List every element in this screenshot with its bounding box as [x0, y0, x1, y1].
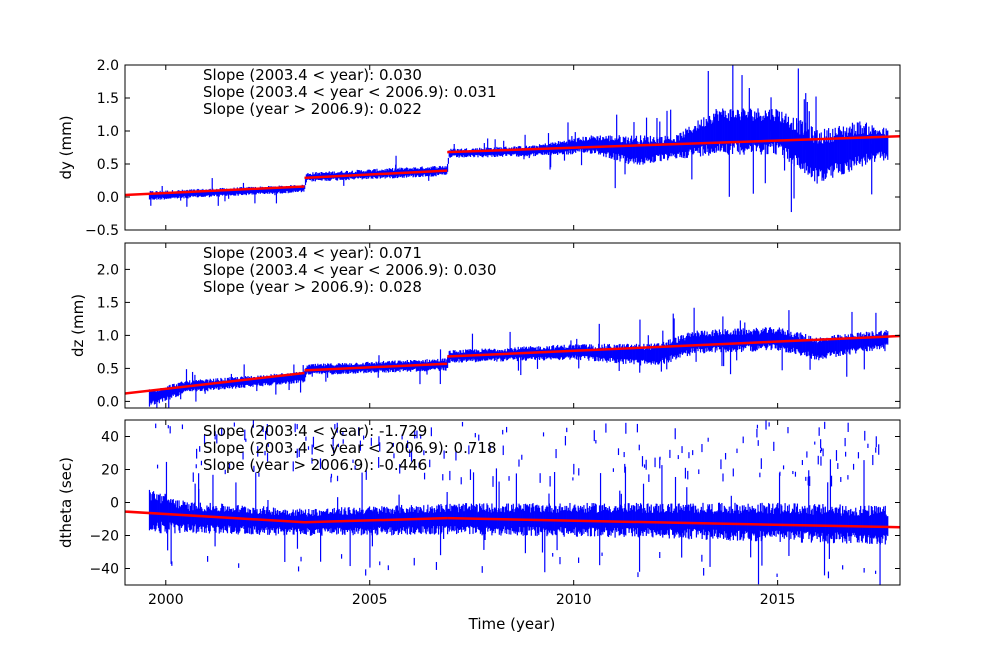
dtheta-ytick-label: −40 — [89, 562, 119, 578]
dy-ytick-label: 0.0 — [97, 190, 119, 206]
dz-ytick-label: 0.0 — [97, 394, 119, 410]
dy-fit-segment-2 — [304, 169, 448, 180]
dy-ytick-label: 0.5 — [97, 157, 119, 173]
dz-fit-segment-3 — [447, 334, 900, 358]
dy-axes-frame — [124, 64, 901, 231]
dz-fit-segment-1 — [125, 371, 305, 395]
dz-slope-line-1: Slope (2003.4 < year): 0.071 — [203, 244, 422, 262]
dtheta-scatter-points — [148, 420, 889, 585]
dz-axes-frame — [124, 242, 901, 409]
dtheta-fit-lines — [125, 510, 900, 529]
dy-slope-line-1: Slope (2003.4 < year): 0.030 — [203, 66, 422, 84]
dtheta-fit-segment-1 — [125, 510, 305, 524]
dz-ytick-label: 1.5 — [97, 295, 119, 311]
dy-slope-line-2: Slope (2003.4 < year < 2006.9): 0.031 — [203, 83, 497, 101]
dy-slope-line-3: Slope (year > 2006.9): 0.022 — [203, 100, 422, 118]
panel-dz: 0.0 0.5 1.0 1.5 2.0 Slope (2003.4 < year): 0… — [69, 242, 901, 410]
x-axis-label: Time (year) — [468, 615, 556, 633]
dy-fit-lines — [125, 135, 900, 197]
dtheta-fit-segment-2 — [304, 516, 448, 524]
dy-ytick-label: 2.0 — [97, 58, 119, 74]
dtheta-ylabel: dtheta (sec) — [57, 457, 75, 548]
dtheta-ytick-label: 40 — [101, 430, 119, 446]
dtheta-ytick-label: 20 — [101, 463, 119, 479]
dz-ytick-label: 2.0 — [97, 262, 119, 278]
dy-fit-segment-3 — [447, 135, 900, 154]
dtheta-slope-line-3: Slope (year > 2006.9): -0.446 — [203, 456, 427, 474]
dz-ytick-label: 0.5 — [97, 361, 119, 377]
dz-ticks: 0.0 0.5 1.0 1.5 2.0 — [97, 243, 900, 410]
dz-fit-lines — [125, 334, 900, 395]
dz-slope-line-2: Slope (2003.4 < year < 2006.9): 0.030 — [203, 261, 497, 279]
dz-slope-line-3: Slope (year > 2006.9): 0.028 — [203, 278, 422, 296]
panel-dy: −0.5 0.0 0.5 1.0 1.5 2.0 Slope (2003.4 < year… — [57, 58, 901, 239]
dtheta-ytick-label: −20 — [89, 529, 119, 545]
dy-ticks: −0.5 0.0 0.5 1.0 1.5 2.0 — [85, 58, 900, 239]
dtheta-ytick-label: 0 — [110, 496, 119, 512]
dtheta-slope-line-1: Slope (2003.4 < year): -1.729 — [203, 422, 427, 440]
dz-ytick-label: 1.0 — [97, 328, 119, 344]
dtheta-slope-line-2: Slope (2003.4 < year < 2006.9): 0.718 — [203, 439, 497, 457]
dz-fit-segment-2 — [304, 362, 448, 372]
dy-ytick-label: 1.5 — [97, 91, 119, 107]
panel-dtheta: −40 −20 0 20 40 2000 2005 2010 2015 Slope (2003.… — [57, 419, 901, 633]
xtick-label: 2005 — [352, 592, 388, 608]
dy-fit-segment-1 — [125, 185, 305, 197]
dy-ylabel: dy (mm) — [57, 115, 75, 179]
dy-ytick-label: −0.5 — [85, 223, 119, 239]
dy-ytick-label: 1.0 — [97, 124, 119, 140]
dtheta-fit-segment-3 — [447, 516, 900, 529]
xtick-label: 2010 — [556, 592, 592, 608]
dz-ylabel: dz (mm) — [69, 294, 87, 357]
xtick-label: 2000 — [148, 592, 184, 608]
dtheta-ticks: −40 −20 0 20 40 2000 2005 2010 2015 — [89, 420, 900, 608]
xtick-label: 2015 — [760, 592, 796, 608]
